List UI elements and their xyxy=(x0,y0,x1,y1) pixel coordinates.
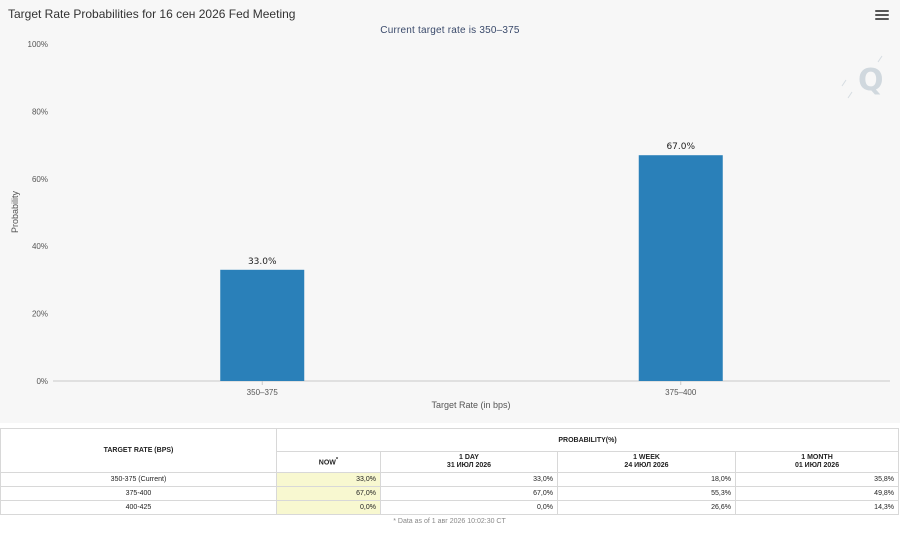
chart-area: 0% 20% 40% 60% 80% 100% 33.0% 67.0% 350–375 375… xyxy=(8,7,890,410)
value-cell-now: 33,0% xyxy=(276,472,381,487)
bar-375–400[interactable] xyxy=(638,155,723,381)
col-header-now: NOW* xyxy=(276,451,381,473)
hamburger-menu-icon[interactable] xyxy=(875,10,889,22)
probability-table: TARGET RATE (BPS) PROBABILITY(%) NOW* 1 … xyxy=(0,428,900,528)
y-tick-label: 20% xyxy=(32,310,48,319)
value-cell-1-month: 49,8% xyxy=(734,486,900,501)
target-rate-header: TARGET RATE (BPS) xyxy=(0,428,277,473)
value-cell-now: 0,0% xyxy=(276,500,381,515)
value-cell-1-day: 33,0% xyxy=(380,472,558,487)
value-cell-1-month: 35,8% xyxy=(734,472,900,487)
rate-cell: 350-375 (Current) xyxy=(0,472,277,487)
col-header-1-month: 1 MONTH 01 ИЮЛ 2026 xyxy=(734,451,900,473)
chart-subtitle: Current target rate is 350–375 xyxy=(380,25,520,36)
data-footnote: * Data as of 1 авг 2026 10:02:30 CT xyxy=(393,518,506,525)
y-tick-label: 100% xyxy=(28,40,48,49)
y-tick-label: 40% xyxy=(32,242,48,251)
table-row: 350-375 (Current) 33,0% 33,0% 18,0% 35,8… xyxy=(0,472,900,487)
watermark-text: Q xyxy=(858,63,884,98)
data-label: 33.0% xyxy=(248,257,277,267)
probability-header: PROBABILITY(%) xyxy=(275,428,900,452)
value-cell-1-week: 55,3% xyxy=(557,486,736,501)
col-header-1-week: 1 WEEK 24 ИЮЛ 2026 xyxy=(557,451,736,473)
y-tick-label: 80% xyxy=(32,107,48,116)
x-tick-label: 350–375 xyxy=(247,388,279,397)
value-cell-1-month: 14,3% xyxy=(734,500,900,515)
y-tick-label: 60% xyxy=(32,175,48,184)
col-header-1-day: 1 DAY 31 ИЮЛ 2026 xyxy=(380,451,558,473)
value-cell-now: 67,0% xyxy=(276,486,381,501)
bar-chart: 0% 20% 40% 60% 80% 100% 33.0% 67.0% 350–375 375… xyxy=(10,40,890,410)
q-logo-icon: Q xyxy=(841,55,884,99)
data-label: 67.0% xyxy=(666,142,695,152)
value-cell-1-day: 67,0% xyxy=(380,486,558,501)
y-tick-label: 0% xyxy=(36,377,48,386)
value-cell-1-day: 0,0% xyxy=(380,500,558,515)
x-axis-title: Target Rate (in bps) xyxy=(431,400,510,410)
x-tick-label: 375–400 xyxy=(665,388,697,397)
y-axis-title: Probability xyxy=(10,190,20,233)
bar-350–375[interactable] xyxy=(220,269,305,381)
rate-cell: 375-400 xyxy=(0,486,277,501)
chart-title: Target Rate Probabilities for 16 сен 202… xyxy=(8,7,296,21)
table-row: 375-400 67,0% 67,0% 55,3% 49,8% xyxy=(0,486,900,501)
value-cell-1-week: 18,0% xyxy=(557,472,736,487)
value-cell-1-week: 26,6% xyxy=(557,500,736,515)
table-row: 400-425 0,0% 0,0% 26,6% 14,3% xyxy=(0,500,900,515)
rate-cell: 400-425 xyxy=(0,500,277,515)
